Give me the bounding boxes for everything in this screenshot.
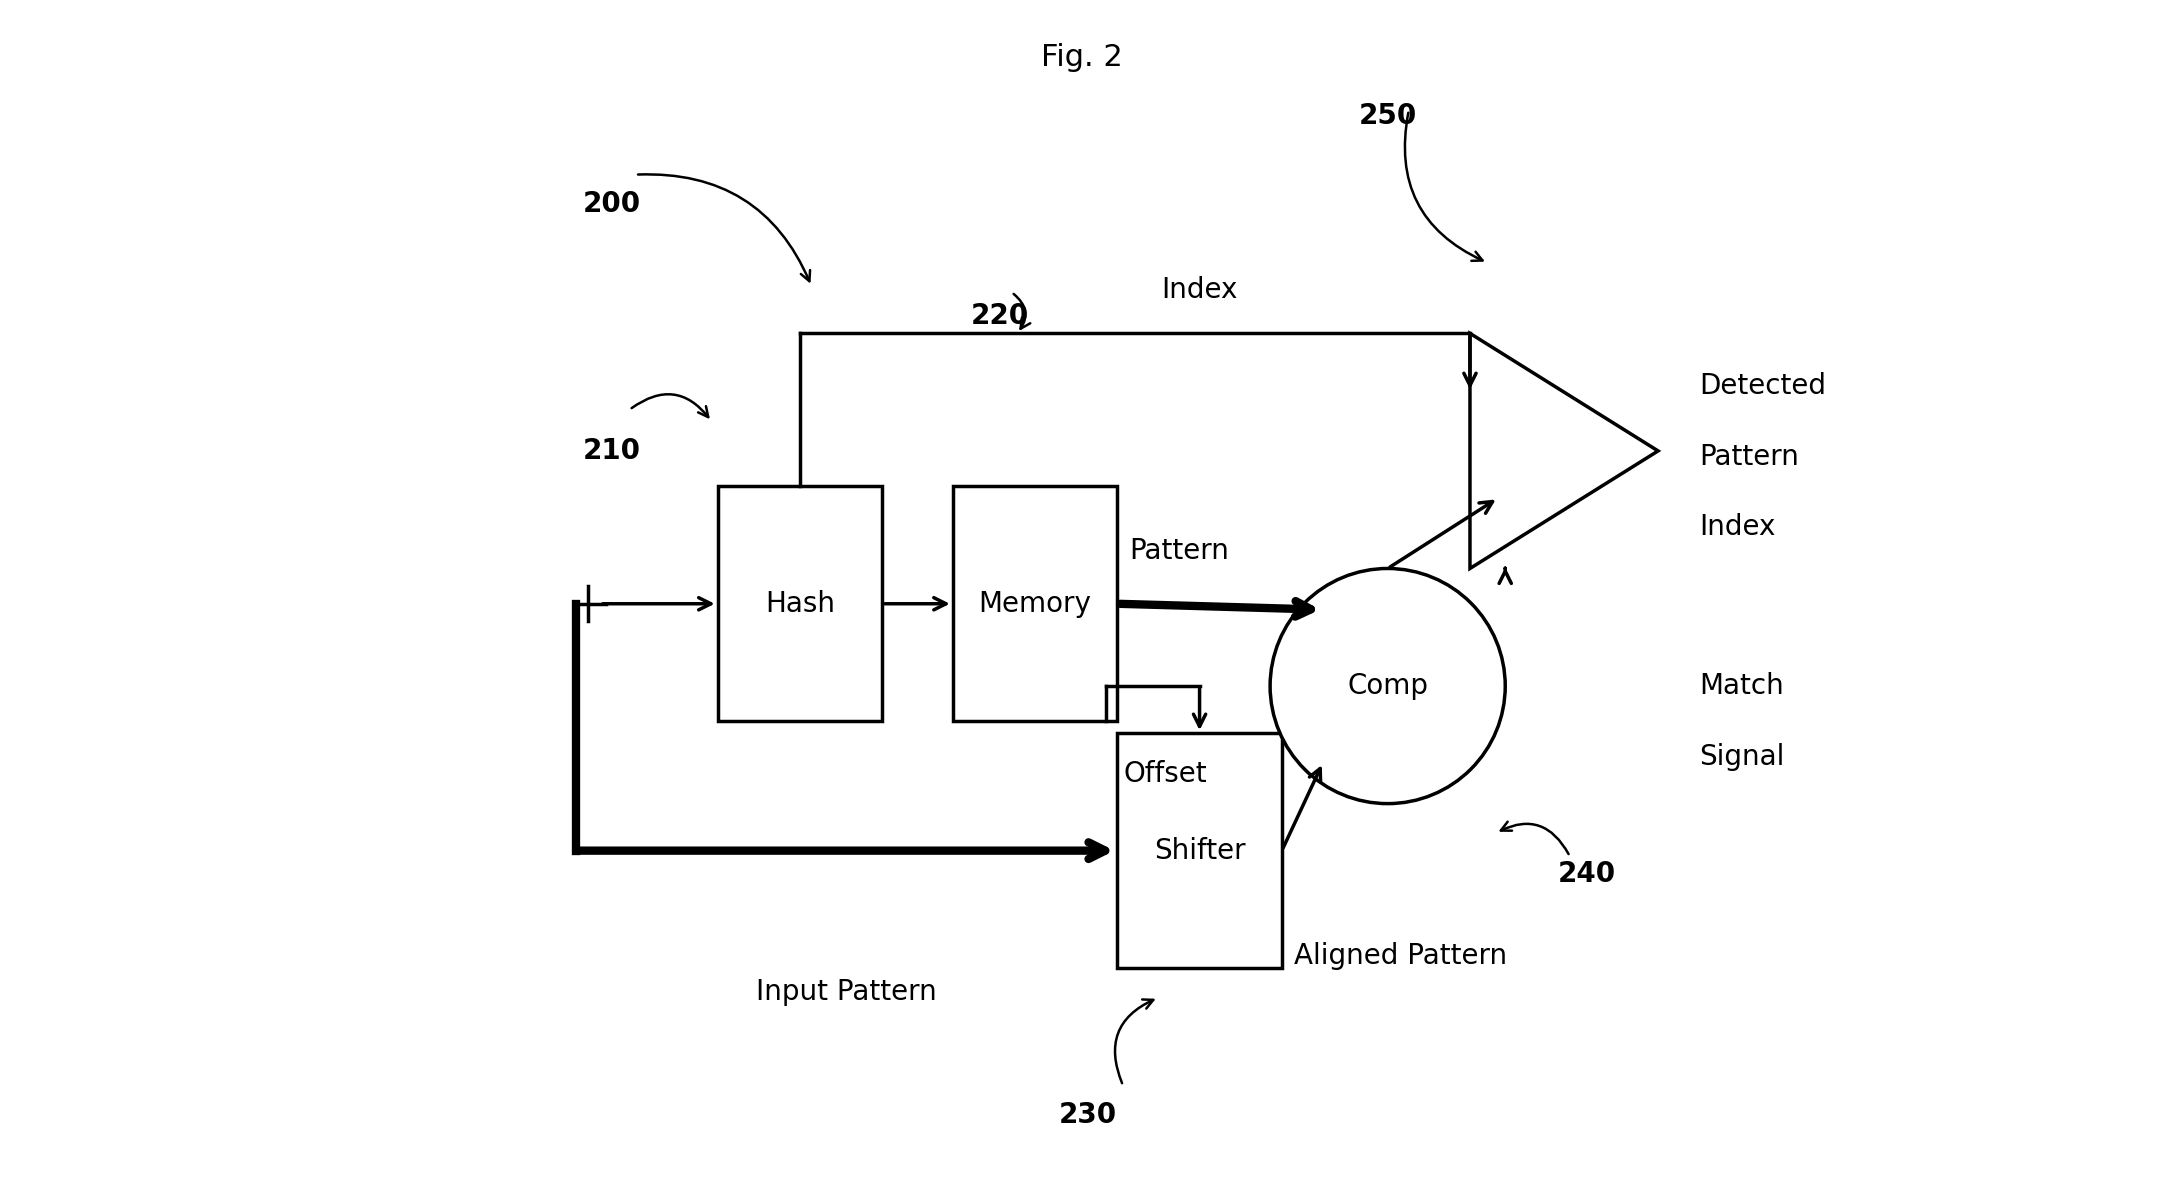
Text: Shifter: Shifter xyxy=(1153,837,1244,864)
Text: Index: Index xyxy=(1699,514,1777,541)
Text: Detected: Detected xyxy=(1699,372,1826,400)
FancyBboxPatch shape xyxy=(952,487,1117,721)
Text: Aligned Pattern: Aligned Pattern xyxy=(1294,942,1506,971)
Text: 210: 210 xyxy=(582,437,641,465)
Text: 200: 200 xyxy=(582,189,641,218)
FancyBboxPatch shape xyxy=(718,487,883,721)
Text: Index: Index xyxy=(1162,276,1238,304)
Text: Match: Match xyxy=(1699,673,1783,700)
Text: 250: 250 xyxy=(1359,102,1417,130)
Text: Pattern: Pattern xyxy=(1130,536,1229,565)
Text: Offset: Offset xyxy=(1123,760,1208,789)
Text: Hash: Hash xyxy=(764,590,835,618)
Text: 220: 220 xyxy=(969,302,1028,329)
Text: Input Pattern: Input Pattern xyxy=(757,978,937,1005)
Text: 240: 240 xyxy=(1558,860,1617,888)
Text: Fig. 2: Fig. 2 xyxy=(1041,43,1123,71)
Circle shape xyxy=(1270,568,1506,804)
Text: Memory: Memory xyxy=(978,590,1091,618)
Polygon shape xyxy=(1469,334,1658,568)
Text: 230: 230 xyxy=(1058,1101,1117,1130)
Text: Pattern: Pattern xyxy=(1699,443,1798,471)
FancyBboxPatch shape xyxy=(1117,733,1281,969)
Text: Signal: Signal xyxy=(1699,742,1785,771)
Text: Comp: Comp xyxy=(1348,673,1428,700)
